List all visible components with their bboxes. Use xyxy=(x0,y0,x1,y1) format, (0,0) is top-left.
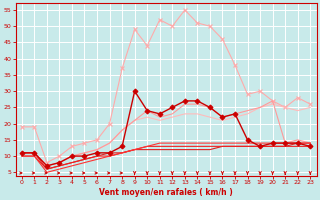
X-axis label: Vent moyen/en rafales ( km/h ): Vent moyen/en rafales ( km/h ) xyxy=(99,188,233,197)
